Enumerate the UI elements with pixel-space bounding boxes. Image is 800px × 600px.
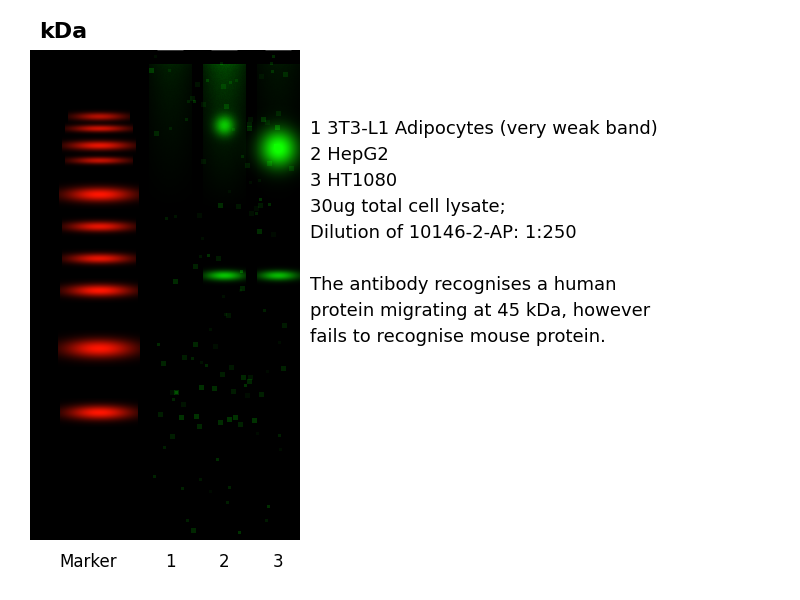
Text: 2 HepG2: 2 HepG2 xyxy=(310,146,389,164)
Text: 130: 130 xyxy=(0,122,26,135)
Text: 26: 26 xyxy=(8,284,26,296)
Text: 92: 92 xyxy=(8,139,26,152)
Text: 30ug total cell lysate;: 30ug total cell lysate; xyxy=(310,198,506,216)
Text: 43: 43 xyxy=(7,220,26,233)
Text: 1: 1 xyxy=(165,553,176,571)
Text: Marker: Marker xyxy=(59,553,117,571)
Text: 55: 55 xyxy=(8,188,26,201)
Text: 3 HT1080: 3 HT1080 xyxy=(310,172,397,190)
Text: kDa: kDa xyxy=(39,22,87,42)
Text: 3: 3 xyxy=(273,553,284,571)
Text: 2: 2 xyxy=(219,553,230,571)
Text: The antibody recognises a human: The antibody recognises a human xyxy=(310,276,617,294)
Text: 170: 170 xyxy=(0,110,26,122)
Text: 17: 17 xyxy=(8,343,26,355)
Text: 1 3T3-L1 Adipocytes (very weak band): 1 3T3-L1 Adipocytes (very weak band) xyxy=(310,120,658,138)
Text: 34: 34 xyxy=(7,252,26,265)
Text: protein migrating at 45 kDa, however: protein migrating at 45 kDa, however xyxy=(310,302,650,320)
Text: Dilution of 10146-2-AP: 1:250: Dilution of 10146-2-AP: 1:250 xyxy=(310,224,577,242)
Text: 10: 10 xyxy=(8,406,26,419)
Text: 72: 72 xyxy=(8,154,26,167)
Text: fails to recognise mouse protein.: fails to recognise mouse protein. xyxy=(310,328,606,346)
